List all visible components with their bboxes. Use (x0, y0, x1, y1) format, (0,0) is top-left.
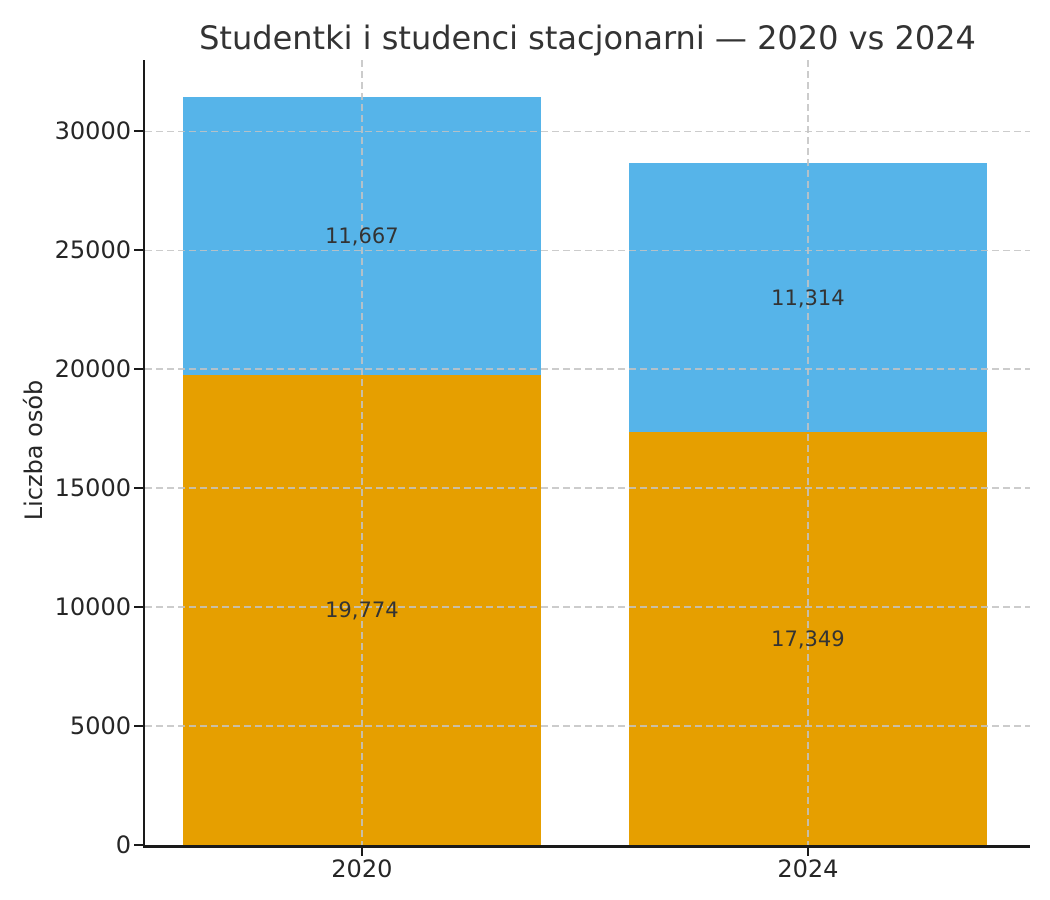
x-tick-mark (360, 847, 363, 856)
y-gridline (145, 606, 1030, 608)
y-tick-mark (134, 249, 143, 252)
plot-area: 19,774 11,667 17,349 11,314 (145, 60, 1030, 845)
y-gridline (145, 368, 1030, 370)
y-tick-label: 25000 (54, 236, 131, 265)
y-tick-label: 5000 (69, 712, 131, 741)
chart-title: Studentki i studenci stacjonarni — 2020 … (199, 19, 976, 57)
y-tick-label: 10000 (54, 593, 131, 622)
bar-value-label-2020: 19,774 (325, 597, 399, 622)
y-gridline (145, 130, 1030, 133)
y-tick-label: 30000 (54, 117, 131, 146)
y-tick-mark (134, 368, 143, 371)
bar-value-label-2024: 17,349 (771, 626, 845, 651)
y-tick-label: 15000 (54, 474, 131, 503)
y-tick-label: 0 (115, 831, 131, 859)
bar-value-label-2024: 11,314 (771, 285, 845, 310)
y-gridline (145, 487, 1030, 489)
x-gridline (807, 60, 809, 845)
y-gridline (145, 249, 1030, 252)
y-gridline (145, 725, 1030, 727)
y-tick-mark (134, 130, 143, 133)
y-tick-label: 20000 (54, 355, 131, 384)
x-tick-label-2020: 2020 (331, 855, 393, 883)
x-tick-label-2024: 2024 (777, 855, 839, 883)
x-axis-spine (142, 845, 1030, 848)
y-tick-mark (134, 487, 143, 490)
y-tick-mark (134, 606, 143, 609)
x-tick-mark (806, 847, 809, 856)
y-axis-spine (142, 60, 145, 845)
bar-value-label-2020: 11,667 (325, 223, 399, 248)
x-gridline (361, 60, 363, 845)
y-tick-mark (134, 843, 143, 847)
y-tick-mark (134, 724, 143, 728)
